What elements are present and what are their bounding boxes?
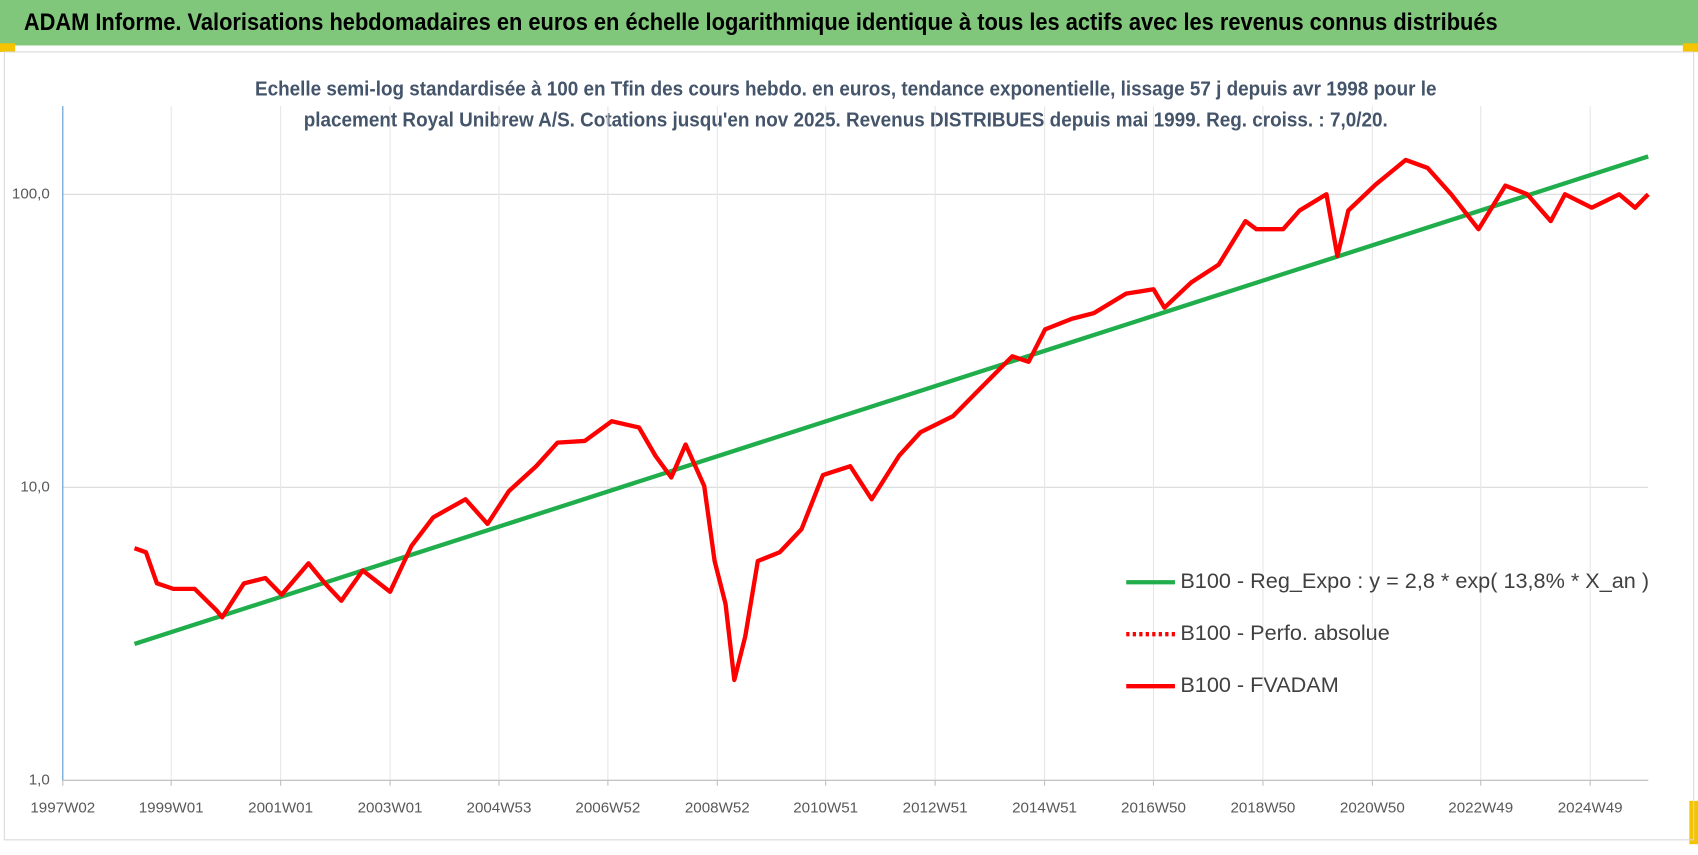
- chart-title: Echelle semi-log standardisée à 100 en T…: [255, 77, 1436, 100]
- x-tick-label: 2024W49: [1558, 799, 1623, 816]
- series-line: [133, 154, 1649, 647]
- x-tick-label: 2012W51: [903, 799, 968, 816]
- x-tick-label: 2008W52: [685, 799, 750, 816]
- x-tick-label: 2010W51: [793, 799, 858, 816]
- x-tick-label: 2022W49: [1448, 799, 1513, 816]
- x-tick-label: 2004W53: [467, 799, 532, 816]
- x-tick-label: 1999W01: [139, 799, 204, 816]
- banner: [0, 0, 1698, 46]
- x-tick-label: 2001W01: [248, 799, 313, 816]
- page-title: ADAM Informe. Valorisations hebdomadaire…: [24, 9, 1498, 36]
- corner-mark: [0, 43, 16, 52]
- chart-frame: [3, 51, 1695, 841]
- series-line: [133, 157, 1650, 683]
- x-tick-label: 2018W50: [1231, 799, 1296, 816]
- x-tick-label: 2016W50: [1121, 799, 1186, 816]
- legend-label: B100 - Perfo. absolue: [1180, 620, 1389, 645]
- y-tick-label: 100,0: [12, 185, 50, 202]
- x-tick-label: 1997W02: [30, 799, 95, 816]
- legend-label: B100 - FVADAM: [1180, 672, 1338, 697]
- x-tick-label: 2020W50: [1340, 799, 1405, 816]
- legend-label: B100 - Reg_Expo : y = 2,8 * exp( 13,8% *…: [1180, 568, 1649, 593]
- y-tick-label: 1,0: [29, 771, 50, 788]
- y-tick-label: 10,0: [20, 478, 49, 495]
- x-tick-label: 2014W51: [1012, 799, 1077, 816]
- x-tick-label: 2006W52: [575, 799, 640, 816]
- chart-title: placement Royal Unibrew A/S. Cotations j…: [304, 109, 1388, 132]
- corner-mark: [1682, 43, 1698, 52]
- x-tick-label: 2003W01: [358, 799, 423, 816]
